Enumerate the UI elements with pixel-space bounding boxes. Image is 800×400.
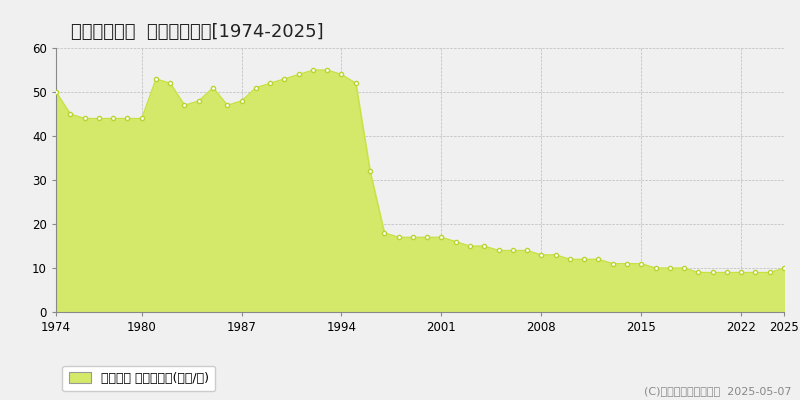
Text: 柳井市古開作  公示地価推移[1974-2025]: 柳井市古開作 公示地価推移[1974-2025] [70,23,323,41]
Text: (C)土地価格ドットコム  2025-05-07: (C)土地価格ドットコム 2025-05-07 [645,386,792,396]
Legend: 公示地価 平均坪単価(万円/坪): 公示地価 平均坪単価(万円/坪) [62,366,215,391]
